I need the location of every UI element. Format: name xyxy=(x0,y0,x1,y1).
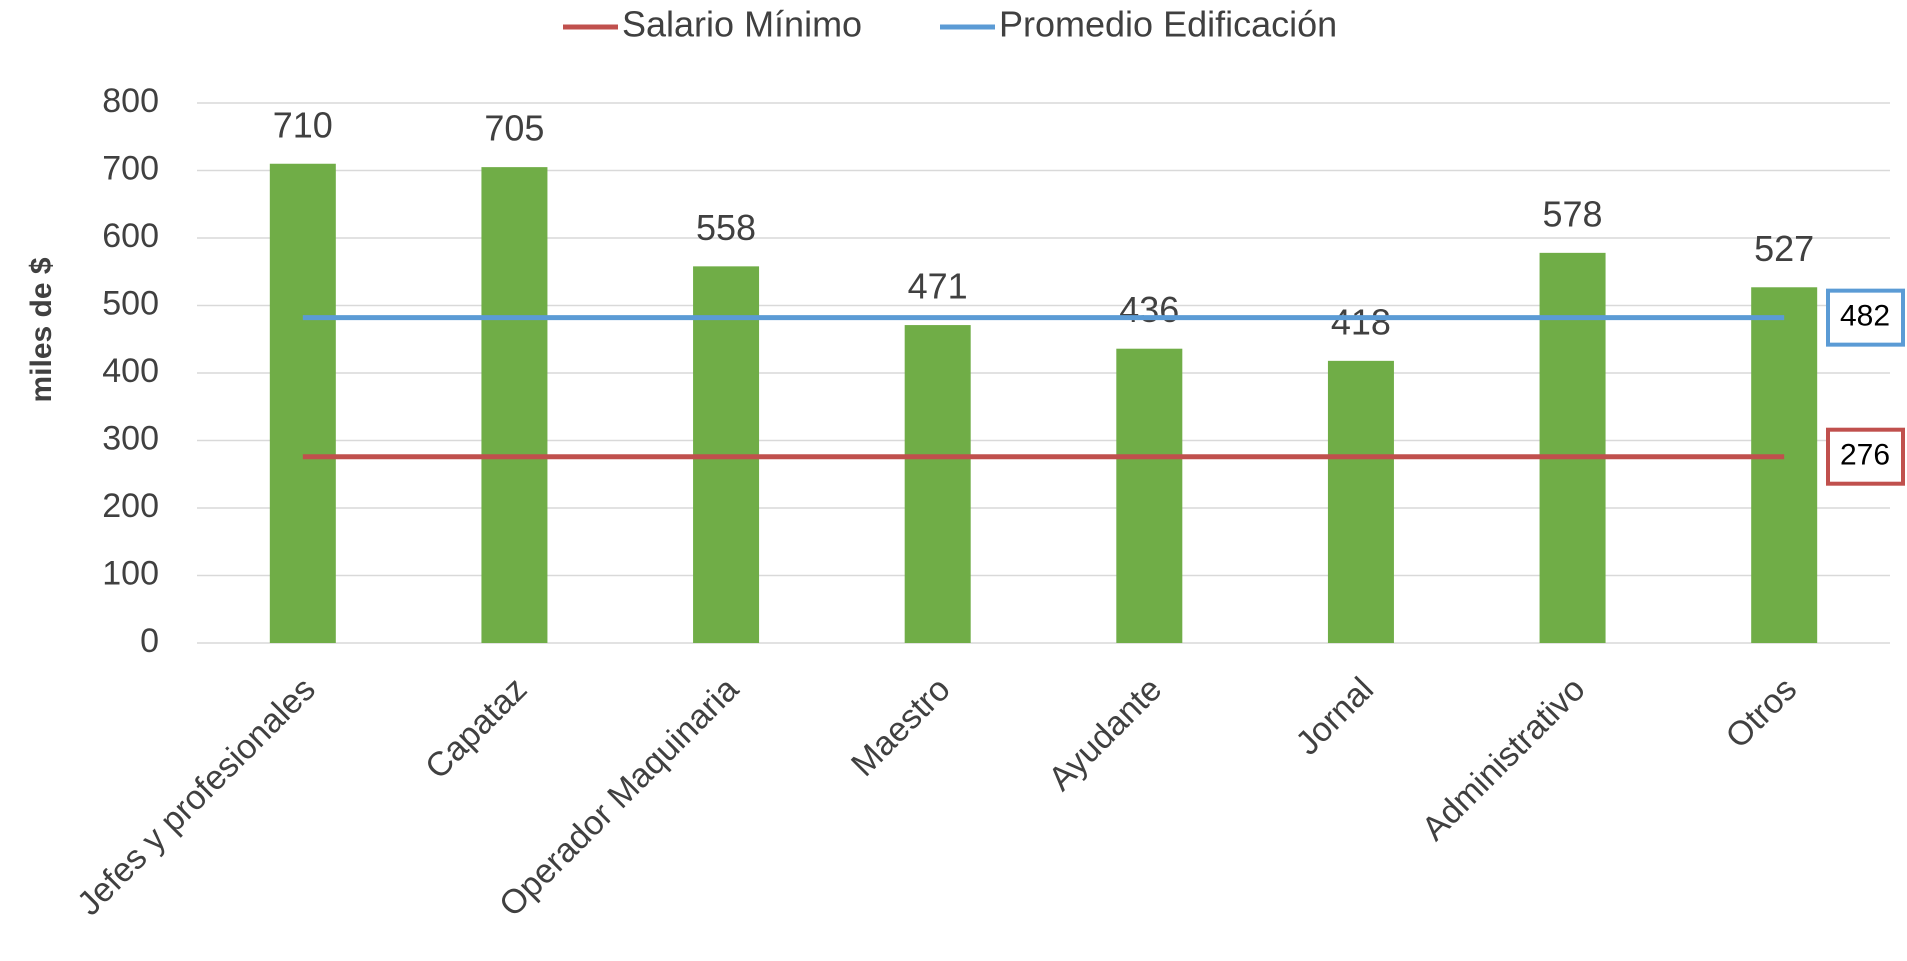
x-tick-label: Otros xyxy=(1719,670,1805,756)
x-tick-label: Administrativo xyxy=(1415,670,1593,848)
data-label: 471 xyxy=(908,266,968,307)
bar xyxy=(269,163,336,643)
x-tick-label: Jornal xyxy=(1289,670,1381,762)
y-tick-label: 800 xyxy=(102,82,159,120)
bar xyxy=(904,325,971,643)
y-tick-label: 0 xyxy=(140,622,159,660)
data-label: 482 xyxy=(1840,300,1890,333)
bar xyxy=(1116,348,1183,643)
x-tick-label: Ayudante xyxy=(1041,670,1169,798)
y-tick-label: 600 xyxy=(102,217,159,255)
x-tick-label: Capataz xyxy=(418,670,534,786)
bar xyxy=(1539,252,1606,643)
data-label: 527 xyxy=(1754,228,1814,269)
data-label: 578 xyxy=(1543,193,1603,234)
data-label: 436 xyxy=(1119,289,1179,330)
legend-label: Salario Mínimo xyxy=(622,4,862,45)
label-box xyxy=(1826,427,1905,486)
y-tick-label: 700 xyxy=(102,149,159,187)
data-label: 558 xyxy=(696,207,756,248)
y-tick-label: 400 xyxy=(102,352,159,390)
x-tick-label: Jefes y profesionales xyxy=(70,670,323,923)
y-tick-label: 100 xyxy=(102,554,159,592)
bar xyxy=(481,167,548,643)
y-tick-label: 500 xyxy=(102,284,159,322)
data-label: 705 xyxy=(484,108,544,149)
y-axis-title: miles de $ xyxy=(25,257,58,402)
label-box xyxy=(1826,288,1905,347)
data-label: 710 xyxy=(273,104,333,145)
y-tick-label: 200 xyxy=(102,487,159,525)
data-label: 276 xyxy=(1840,439,1890,472)
legend-label: Promedio Edificación xyxy=(999,4,1337,45)
x-tick-label: Maestro xyxy=(844,670,958,784)
bar xyxy=(1327,360,1394,643)
y-tick-label: 300 xyxy=(102,419,159,457)
data-label: 418 xyxy=(1331,301,1391,342)
bar xyxy=(1751,287,1818,643)
x-tick-label: Operador Maquinaria xyxy=(492,670,746,924)
